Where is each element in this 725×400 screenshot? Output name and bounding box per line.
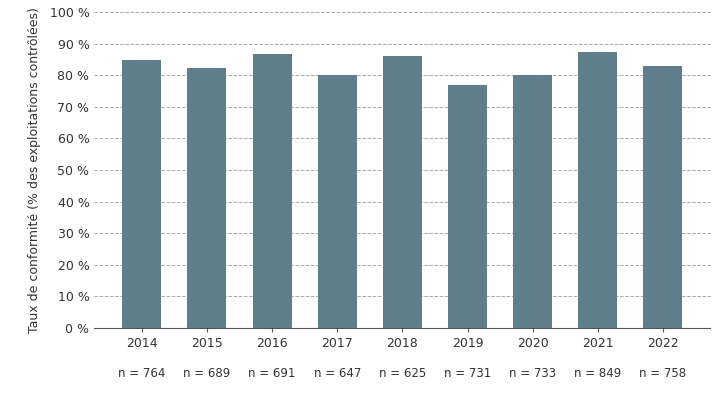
Text: n = 689: n = 689: [183, 367, 231, 380]
Bar: [448, 85, 487, 328]
Bar: [513, 74, 552, 328]
Bar: [318, 74, 357, 328]
Text: n = 647: n = 647: [313, 367, 361, 380]
Text: n = 758: n = 758: [639, 367, 687, 380]
Text: n = 733: n = 733: [509, 367, 556, 380]
Bar: [643, 66, 682, 328]
Y-axis label: Taux de conformité (% des exploitations contrôlées): Taux de conformité (% des exploitations …: [28, 7, 41, 333]
Bar: [383, 56, 422, 328]
Bar: [579, 52, 618, 328]
Bar: [187, 68, 226, 328]
Text: n = 849: n = 849: [574, 367, 621, 380]
Text: n = 691: n = 691: [249, 367, 296, 380]
Text: n = 625: n = 625: [378, 367, 426, 380]
Bar: [123, 60, 162, 328]
Bar: [252, 54, 291, 328]
Text: n = 764: n = 764: [118, 367, 165, 380]
Text: n = 731: n = 731: [444, 367, 491, 380]
